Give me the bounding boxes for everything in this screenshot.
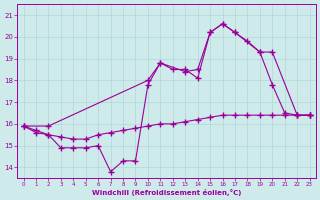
X-axis label: Windchill (Refroidissement éolien,°C): Windchill (Refroidissement éolien,°C) <box>92 189 241 196</box>
